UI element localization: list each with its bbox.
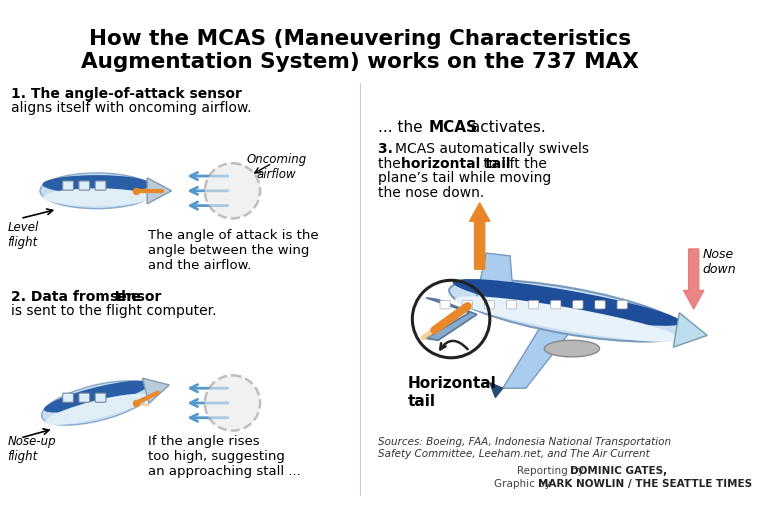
Ellipse shape [45,394,149,425]
Polygon shape [475,253,514,304]
Ellipse shape [544,340,600,357]
Text: Level
flight: Level flight [7,221,39,249]
Text: Oncoming
airflow: Oncoming airflow [246,153,307,181]
Polygon shape [147,178,172,204]
Polygon shape [503,310,613,388]
Ellipse shape [40,173,154,209]
Text: the: the [378,157,406,171]
FancyBboxPatch shape [440,301,450,309]
Ellipse shape [42,175,151,193]
Text: 2. Data from the: 2. Data from the [11,290,146,304]
Text: Nose-up
flight: Nose-up flight [7,435,56,463]
Text: the nose down.: the nose down. [378,186,484,200]
Text: Horizontal
tail: Horizontal tail [408,376,497,409]
FancyBboxPatch shape [79,181,90,190]
Text: plane’s tail while moving: plane’s tail while moving [378,172,551,186]
FancyBboxPatch shape [551,301,561,309]
Text: horizontal tail: horizontal tail [401,157,511,171]
Ellipse shape [41,381,152,425]
Text: 1. The angle-of-attack sensor: 1. The angle-of-attack sensor [11,86,242,100]
Text: If the angle rises
too high, suggesting
an approaching stall ...: If the angle rises too high, suggesting … [147,435,300,478]
Circle shape [205,375,261,431]
FancyArrow shape [470,203,490,269]
Polygon shape [143,378,169,404]
FancyBboxPatch shape [484,301,495,309]
FancyBboxPatch shape [617,301,627,309]
Text: to lift the: to lift the [479,157,547,171]
Circle shape [205,163,261,218]
Text: The angle of attack is the
angle between the wing
and the airflow.: The angle of attack is the angle between… [147,229,318,271]
Text: aligns itself with oncoming airflow.: aligns itself with oncoming airflow. [11,101,252,115]
Text: Augmentation System) works on the 737 MAX: Augmentation System) works on the 737 MA… [81,51,639,72]
FancyBboxPatch shape [529,301,539,309]
Text: DOMINIC GATES,: DOMINIC GATES, [570,466,667,476]
Ellipse shape [44,188,151,206]
FancyArrow shape [683,249,704,309]
Text: sensor: sensor [109,290,161,304]
Text: is sent to the flight computer.: is sent to the flight computer. [11,304,217,318]
Text: Sources: Boeing, FAA, Indonesia National Transportation
Safety Committee, Leeham: Sources: Boeing, FAA, Indonesia National… [378,437,672,459]
FancyBboxPatch shape [79,393,90,402]
Polygon shape [490,383,503,397]
FancyBboxPatch shape [62,393,73,402]
Text: activates.: activates. [466,120,545,135]
Text: How the MCAS (Maneuvering Characteristics: How the MCAS (Maneuvering Characteristic… [89,30,631,49]
Text: Reporting by: Reporting by [516,466,587,476]
FancyBboxPatch shape [573,301,583,309]
FancyBboxPatch shape [95,393,106,402]
Text: MCAS: MCAS [429,120,478,135]
Text: ... the: ... the [378,120,433,135]
Text: MCAS automatically swivels: MCAS automatically swivels [395,142,589,156]
FancyBboxPatch shape [463,301,473,309]
Polygon shape [673,313,707,347]
FancyBboxPatch shape [595,301,605,309]
Text: 3.: 3. [378,142,398,156]
FancyBboxPatch shape [95,181,106,190]
Text: Nose
down: Nose down [703,248,736,276]
FancyBboxPatch shape [506,301,516,309]
Text: MARK NOWLIN / THE SEATTLE TIMES: MARK NOWLIN / THE SEATTLE TIMES [537,478,752,489]
Ellipse shape [44,381,150,412]
Ellipse shape [449,280,686,342]
Ellipse shape [452,279,682,326]
Ellipse shape [455,296,679,342]
Text: Graphic by: Graphic by [494,478,554,489]
FancyBboxPatch shape [62,181,73,190]
Polygon shape [426,298,477,340]
